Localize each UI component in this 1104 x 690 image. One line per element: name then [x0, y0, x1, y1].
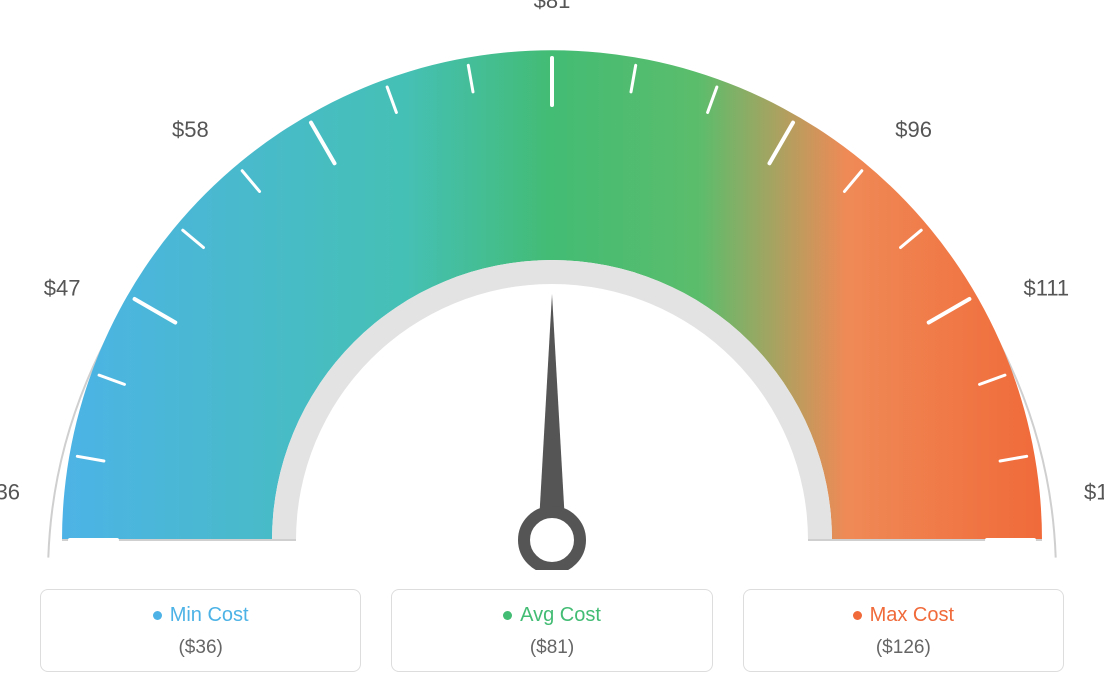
legend-value-min: ($36) [51, 637, 350, 659]
dot-icon [503, 611, 512, 620]
svg-text:$126: $126 [1084, 479, 1104, 504]
legend-title-min: Min Cost [153, 604, 249, 627]
gauge-chart: $36 $47 $58 $81 $96 $111 $126 [0, 0, 1104, 570]
legend-label: Min Cost [170, 604, 249, 627]
legend-label: Max Cost [870, 604, 954, 627]
legend-row: Min Cost ($36) Avg Cost ($81) Max Cost (… [0, 589, 1104, 672]
svg-text:$96: $96 [895, 117, 932, 142]
svg-text:$58: $58 [172, 117, 209, 142]
legend-label: Avg Cost [520, 604, 601, 627]
legend-card-min: Min Cost ($36) [40, 589, 361, 672]
svg-text:$36: $36 [0, 479, 20, 504]
legend-card-max: Max Cost ($126) [743, 589, 1064, 672]
dot-icon [853, 611, 862, 620]
legend-card-avg: Avg Cost ($81) [391, 589, 712, 672]
svg-text:$47: $47 [44, 275, 81, 300]
legend-title-max: Max Cost [853, 604, 954, 627]
legend-value-max: ($126) [754, 637, 1053, 659]
legend-title-avg: Avg Cost [503, 604, 601, 627]
gauge-chart-container: $36 $47 $58 $81 $96 $111 $126 Min Cost ($36) A… [0, 0, 1104, 690]
svg-text:$111: $111 [1023, 275, 1069, 300]
legend-value-avg: ($81) [402, 637, 701, 659]
svg-text:$81: $81 [534, 0, 571, 13]
dot-icon [153, 611, 162, 620]
